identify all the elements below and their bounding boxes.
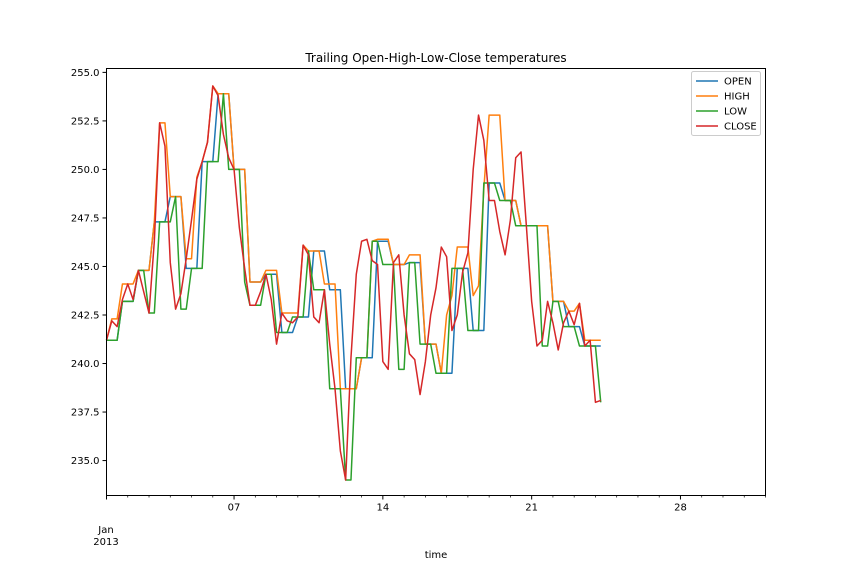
y-tick-label: 247.5 — [71, 213, 100, 224]
y-tick-label: 242.5 — [71, 310, 100, 321]
y-tick-label: 235.0 — [71, 456, 100, 467]
plot-frame — [106, 68, 766, 496]
y-tick-label: 240.0 — [71, 359, 100, 370]
x-tick-label: 28 — [674, 503, 687, 514]
chart-title: Trailing Open-High-Low-Close temperature… — [304, 51, 566, 65]
y-tick-label: 237.5 — [71, 408, 100, 419]
series-line-high — [105, 85, 601, 390]
series-line-close — [105, 85, 602, 481]
series-line-open — [106, 92, 601, 390]
legend-label-low: LOW — [724, 107, 747, 118]
y-tick-label: 245.0 — [71, 262, 100, 273]
series-line-low — [106, 92, 602, 481]
y-axis-ticks: 235.0 237.5 240.0 242.5 245.0 247.5 250.0 252.5… — [71, 68, 107, 467]
legend-label-close: CLOSE — [724, 122, 757, 133]
x-axis-ticks: 07 14 21 28 — [106, 495, 766, 514]
y-tick-label: 252.5 — [71, 116, 100, 127]
y-tick-label: 255.0 — [71, 68, 100, 79]
plot-lines — [105, 85, 602, 481]
legend-label-high: HIGH — [724, 92, 750, 103]
legend-label-open: OPEN — [724, 77, 752, 88]
x-tick-month-label: Jan — [97, 525, 113, 536]
x-tick-label: 14 — [376, 503, 389, 514]
x-tick-label: 07 — [228, 503, 241, 514]
y-tick-label: 250.0 — [71, 165, 100, 176]
x-axis-label: time — [425, 550, 448, 561]
x-tick-year-label: 2013 — [93, 537, 118, 548]
legend-box — [691, 71, 761, 136]
x-tick-label: 21 — [525, 503, 538, 514]
legend: OPEN HIGH LOW CLOSE — [691, 71, 761, 136]
